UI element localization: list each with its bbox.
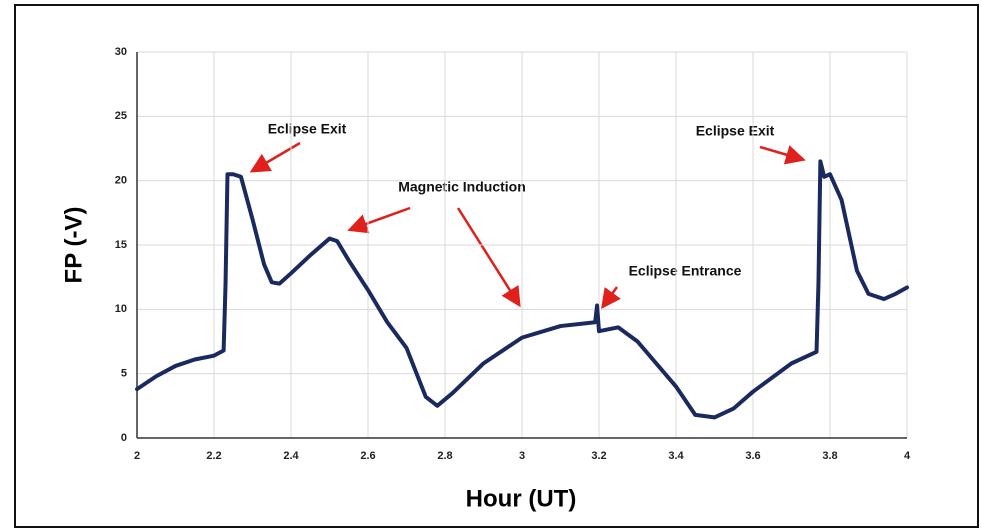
- x-tick-label: 2.8: [437, 450, 452, 462]
- y-tick-label: 5: [121, 368, 127, 380]
- x-tick-label: 3.8: [822, 450, 837, 462]
- arrow: [759, 145, 806, 165]
- x-tick-label: 3.4: [668, 450, 684, 462]
- x-tick-label: 2.4: [283, 450, 299, 462]
- arrow: [456, 207, 521, 308]
- x-tick-label: 4: [904, 450, 911, 462]
- arrows: [249, 141, 806, 310]
- y-tick-label: 10: [115, 303, 127, 315]
- y-axis-label: FP (-V): [60, 207, 87, 284]
- y-tick-label: 0: [121, 432, 127, 444]
- annotation: Eclipse Exit: [696, 123, 775, 139]
- x-tick-label: 3: [519, 450, 525, 462]
- annotation: Eclipse Exit: [268, 121, 347, 137]
- arrow: [249, 141, 301, 173]
- x-tick-label: 3.6: [745, 450, 760, 462]
- y-tick-label: 15: [115, 239, 127, 251]
- arrow: [601, 286, 621, 310]
- x-tick-label: 2.6: [360, 450, 375, 462]
- y-tick-label: 20: [115, 175, 127, 187]
- frame: [14, 4, 979, 528]
- x-tick-label: 2: [134, 450, 140, 462]
- data-line: [135, 159, 909, 420]
- y-tick-label: 25: [115, 110, 127, 122]
- annotation: Eclipse Entrance: [629, 263, 742, 279]
- y-tick-label: 30: [115, 46, 127, 58]
- arrow: [347, 206, 411, 234]
- x-tick-label: 2.2: [206, 450, 221, 462]
- annotation: Magnetic Induction: [398, 179, 526, 195]
- x-tick-label: 3.2: [591, 450, 606, 462]
- x-axis-label: Hour (UT): [466, 485, 577, 512]
